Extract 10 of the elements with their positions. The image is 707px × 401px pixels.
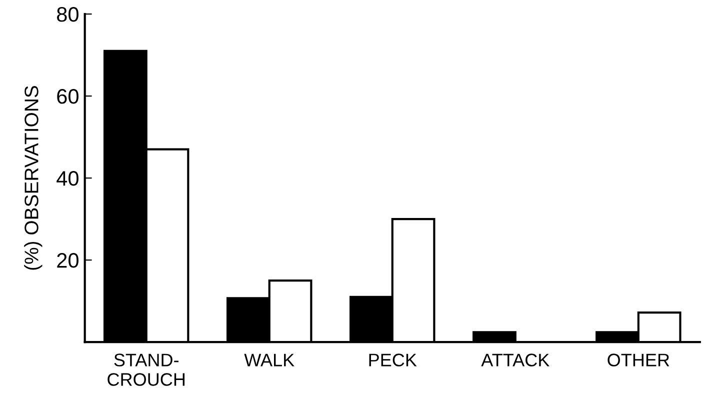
y-tick-label: 80: [57, 7, 78, 22]
x-tick-label: STAND- CROUCH: [108, 354, 184, 386]
x-tick-label: ATTACK: [481, 354, 550, 366]
x-tick-label: OTHER: [608, 354, 670, 366]
x-tick-label: PECK: [369, 354, 417, 366]
y-tick-label: 60: [57, 89, 78, 104]
y-axis-title: (%) OBSERVATIONS: [24, 86, 42, 270]
y-tick-label: 20: [57, 253, 78, 268]
y-tick-label: 40: [56, 171, 78, 186]
x-tick-label: WALK: [244, 354, 294, 366]
